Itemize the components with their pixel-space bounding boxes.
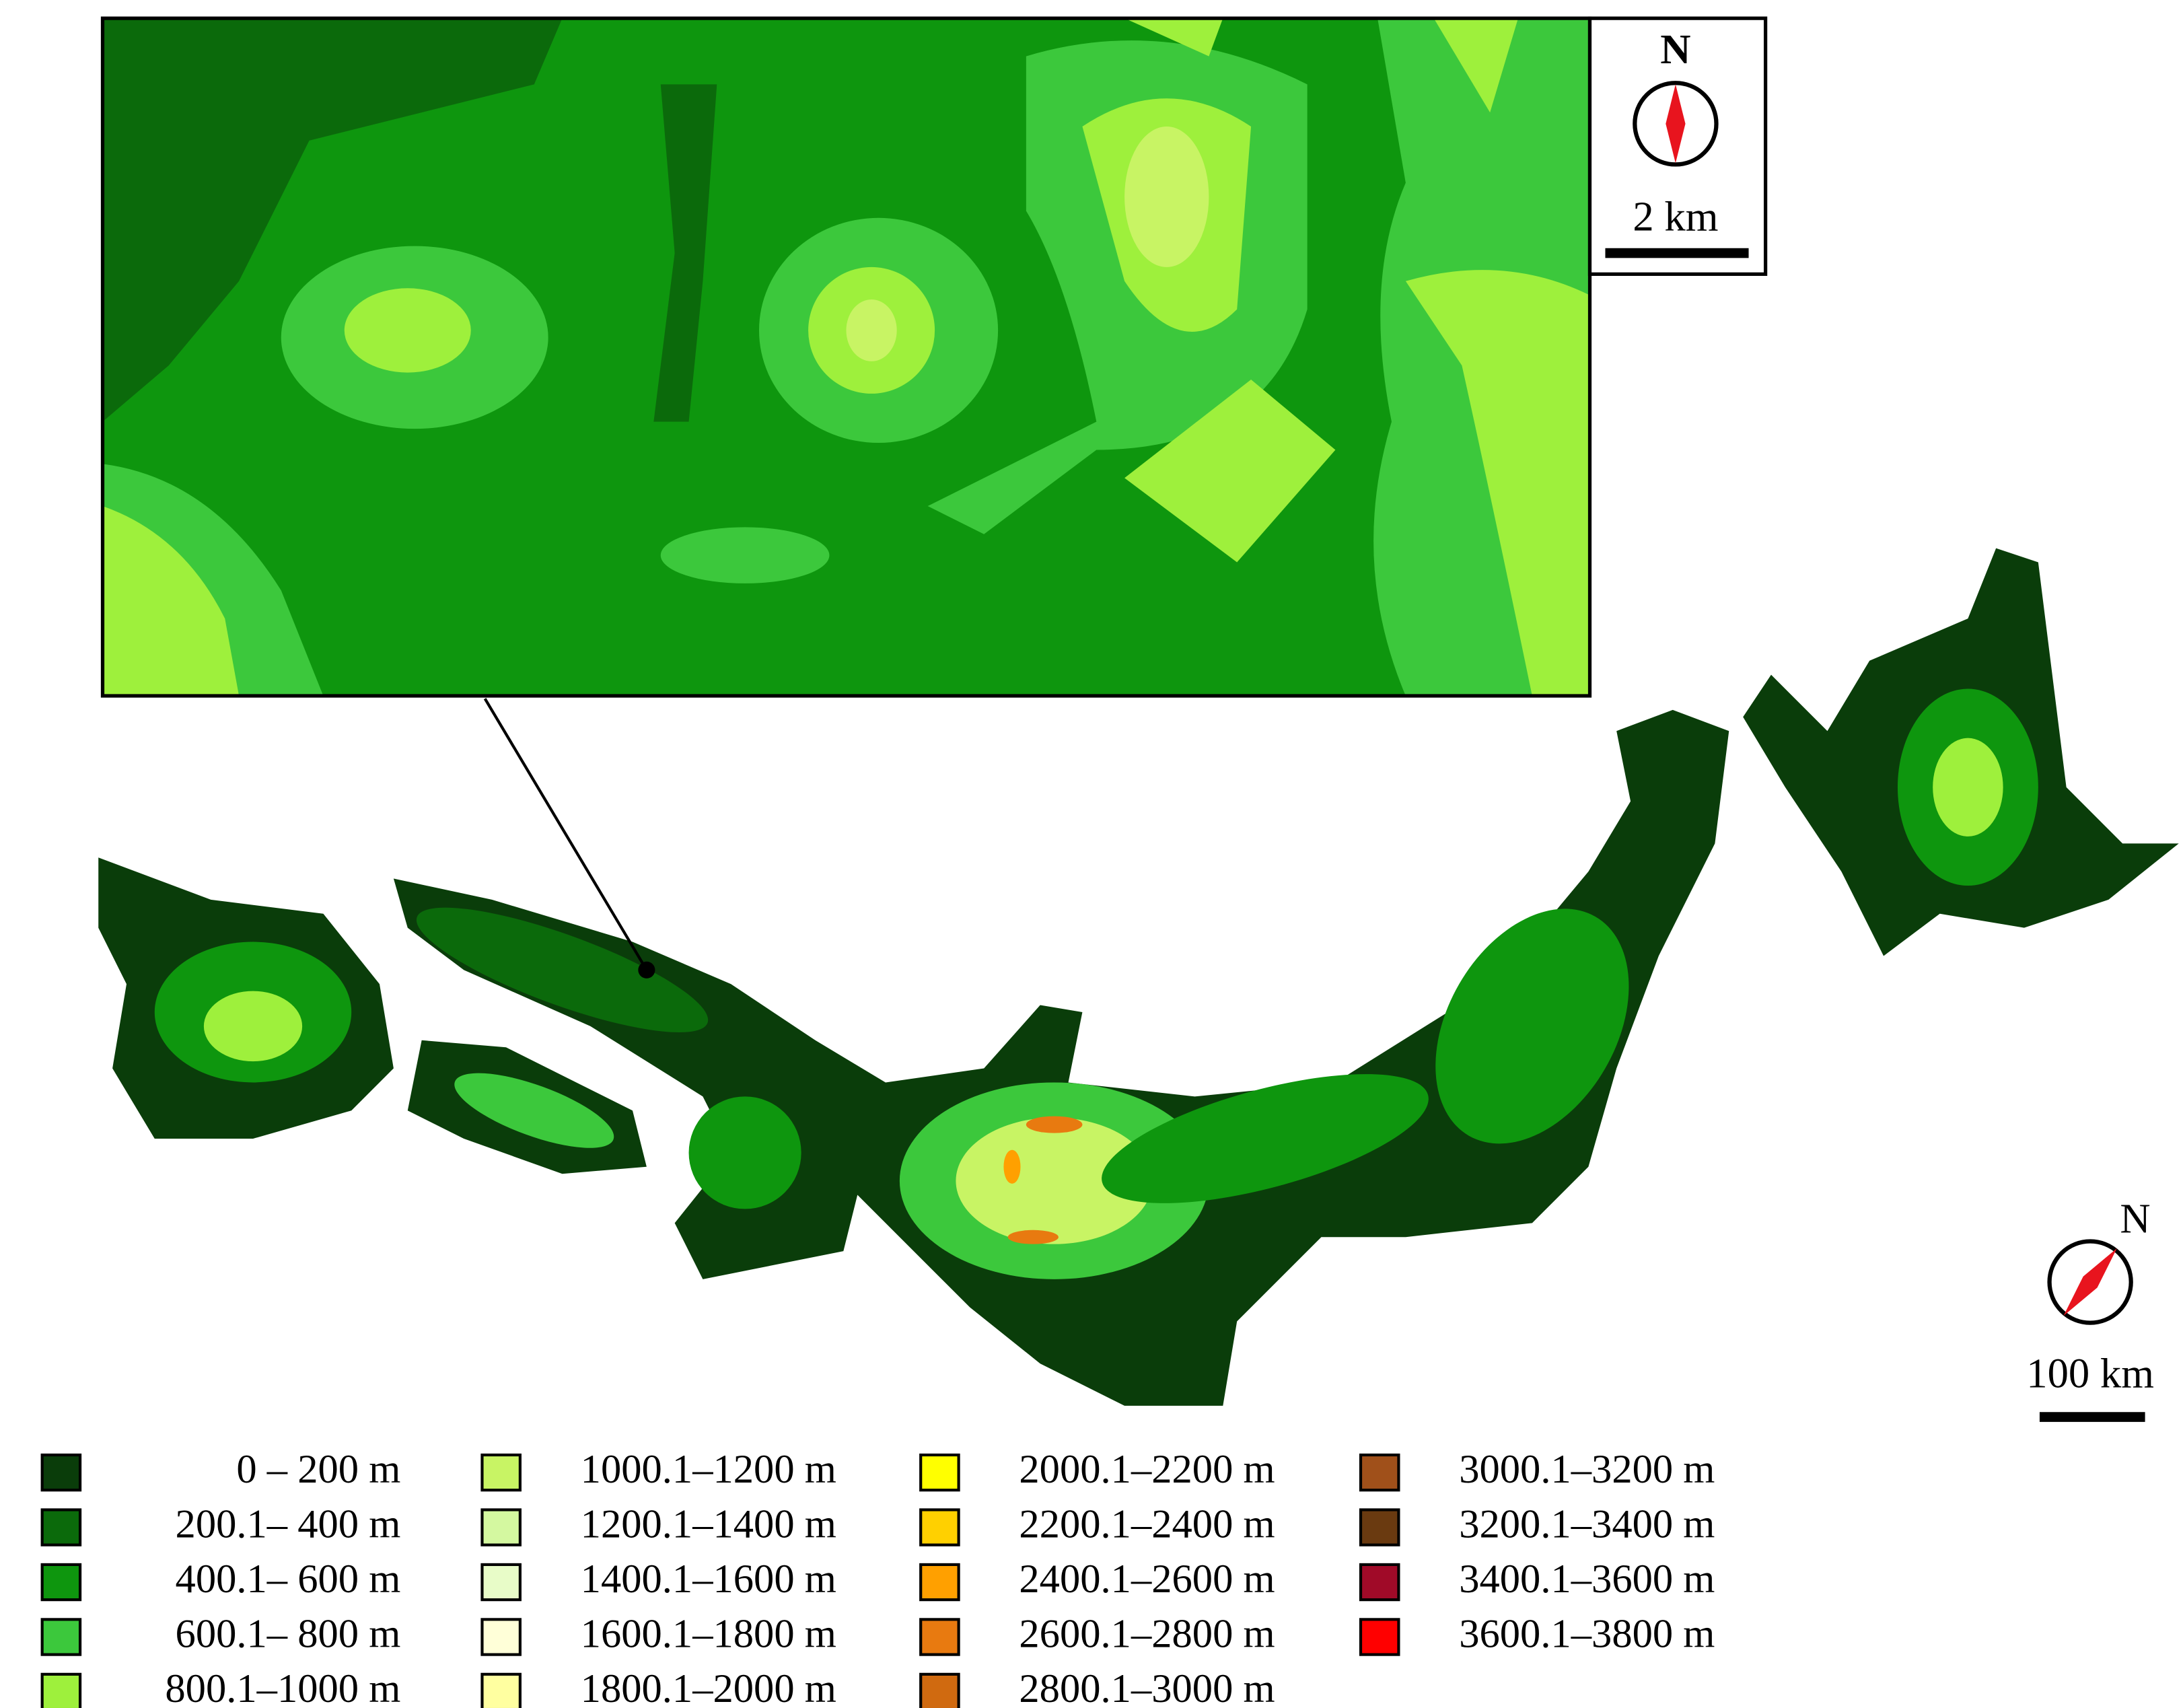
inset-frame bbox=[100, 16, 1592, 698]
scale-label: 2 km bbox=[1633, 192, 1718, 240]
legend-label: 1000.1–1200 m bbox=[581, 1447, 836, 1492]
legend-swatch bbox=[40, 1508, 82, 1546]
legend-label: 1800.1–2000 m bbox=[581, 1666, 836, 1708]
legend-label: 1600.1–1800 m bbox=[581, 1611, 836, 1656]
legend-label: 1200.1–1400 m bbox=[581, 1502, 836, 1547]
legend-swatch bbox=[480, 1453, 522, 1492]
legend-label: 2800.1–3000 m bbox=[1019, 1666, 1275, 1708]
legend-swatch bbox=[480, 1672, 522, 1708]
legend-swatch bbox=[40, 1453, 82, 1492]
relief bbox=[154, 688, 2038, 1279]
legend-label: 2200.1–2400 m bbox=[1019, 1502, 1275, 1547]
inset-map bbox=[102, 18, 1590, 697]
legend-swatch bbox=[1359, 1618, 1400, 1656]
legend-label: 200.1– 400 m bbox=[176, 1502, 401, 1547]
legend-swatch bbox=[40, 1563, 82, 1602]
legend-swatch bbox=[40, 1618, 82, 1656]
legend-label: 3200.1–3400 m bbox=[1459, 1502, 1715, 1547]
legend-label: 600.1– 800 m bbox=[176, 1611, 401, 1656]
legend-label: 2400.1–2600 m bbox=[1019, 1557, 1275, 1602]
japan-map bbox=[98, 548, 2179, 1406]
legend-label: 800.1–1000 m bbox=[165, 1666, 400, 1708]
legend: 0 – 200 m 200.1– 400 m 400.1– 600 m 600.1– … bbox=[40, 1447, 1715, 1708]
legend-label: 0 – 200 m bbox=[236, 1447, 400, 1492]
legend-swatch bbox=[480, 1563, 522, 1602]
main-compass: N 100 km bbox=[2026, 1195, 2154, 1422]
legend-swatch bbox=[480, 1508, 522, 1546]
legend-swatch bbox=[919, 1508, 960, 1546]
legend-label: 3600.1–3800 m bbox=[1459, 1611, 1715, 1656]
legend-label: 2600.1–2800 m bbox=[1019, 1611, 1275, 1656]
legend-label: 3000.1–3200 m bbox=[1459, 1447, 1715, 1492]
leader-line bbox=[483, 698, 648, 971]
legend-swatch bbox=[40, 1672, 82, 1708]
legend-label: 400.1– 600 m bbox=[176, 1557, 401, 1602]
legend-swatch bbox=[919, 1453, 960, 1492]
legend-swatch bbox=[1359, 1453, 1400, 1492]
legend-label: 2000.1–2200 m bbox=[1019, 1447, 1275, 1492]
honshu bbox=[393, 709, 1729, 1406]
north-label: N bbox=[2120, 1195, 2150, 1242]
legend-swatch bbox=[919, 1618, 960, 1656]
scale-label: 100 km bbox=[2026, 1349, 2154, 1396]
legend-swatch bbox=[919, 1672, 960, 1708]
legend-swatch bbox=[1359, 1508, 1400, 1546]
legend-swatch bbox=[480, 1618, 522, 1656]
legend-swatch bbox=[919, 1563, 960, 1602]
legend-label: 1400.1–1600 m bbox=[581, 1557, 836, 1602]
north-label: N bbox=[1660, 26, 1690, 73]
legend-swatch bbox=[1359, 1563, 1400, 1602]
inset-compass-box: N 2 km bbox=[1587, 16, 1768, 276]
legend-label: 3400.1–3600 m bbox=[1459, 1557, 1715, 1602]
leader-dot bbox=[638, 961, 655, 978]
